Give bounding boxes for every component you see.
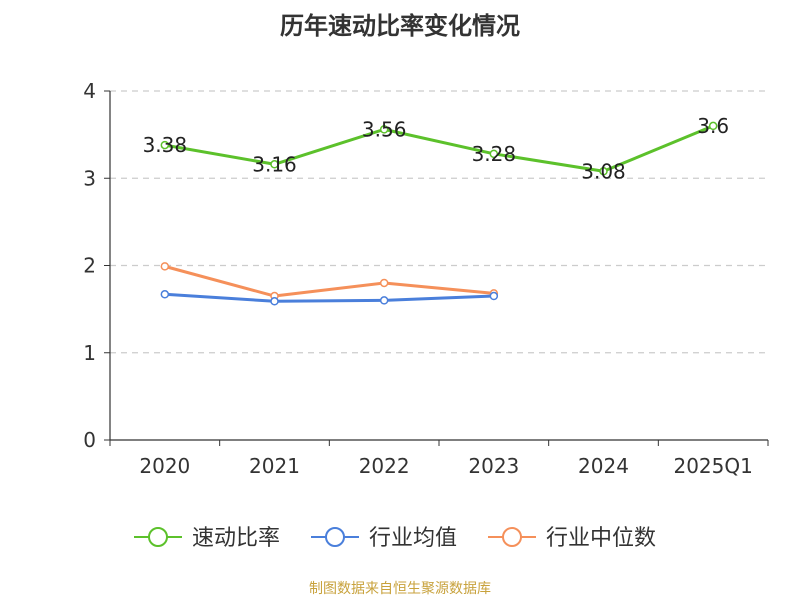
- x-tick-label: 2021: [249, 454, 300, 478]
- data-point: [270, 160, 279, 169]
- data-label: 3.16: [252, 152, 297, 176]
- data-label: 3.56: [362, 117, 407, 141]
- y-tick-label: 0: [83, 428, 96, 452]
- x-tick-label: 2024: [578, 454, 629, 478]
- y-tick-label: 3: [83, 166, 96, 190]
- data-point: [160, 290, 170, 299]
- legend-marker: [148, 527, 168, 547]
- y-tick-label: 1: [83, 341, 96, 365]
- data-label: 3.08: [581, 159, 626, 183]
- legend-label: 速动比率: [192, 526, 280, 551]
- series-line: [163, 292, 496, 303]
- y-tick-label: 4: [83, 79, 96, 103]
- data-source-note: 制图数据来自恒生聚源数据库: [309, 581, 491, 597]
- x-tick-label: 2025Q1: [673, 454, 752, 478]
- data-point: [160, 262, 170, 271]
- y-tick-label: 2: [83, 254, 96, 278]
- data-label: 3.28: [472, 142, 517, 166]
- legend-marker: [325, 527, 345, 547]
- data-point: [379, 125, 389, 134]
- data-point: [270, 297, 279, 306]
- x-tick-label: 2022: [359, 454, 410, 478]
- legend-label: 行业均值: [369, 526, 457, 551]
- data-point: [160, 140, 170, 150]
- data-point: [599, 167, 608, 176]
- data-point: [489, 291, 499, 301]
- x-tick-label: 2023: [468, 454, 519, 478]
- data-label: 3.6: [697, 114, 729, 138]
- data-point: [379, 296, 389, 305]
- legend-marker: [502, 527, 522, 547]
- data-label: 3.38: [143, 133, 188, 157]
- chart-title: 历年速动比率变化情况: [280, 12, 520, 40]
- series-line: [163, 264, 496, 298]
- data-point: [708, 121, 718, 131]
- data-point: [489, 149, 499, 159]
- legend-label: 行业中位数: [546, 526, 656, 551]
- x-tick-label: 2020: [139, 454, 190, 478]
- data-point: [379, 278, 389, 288]
- series-line: [163, 124, 715, 173]
